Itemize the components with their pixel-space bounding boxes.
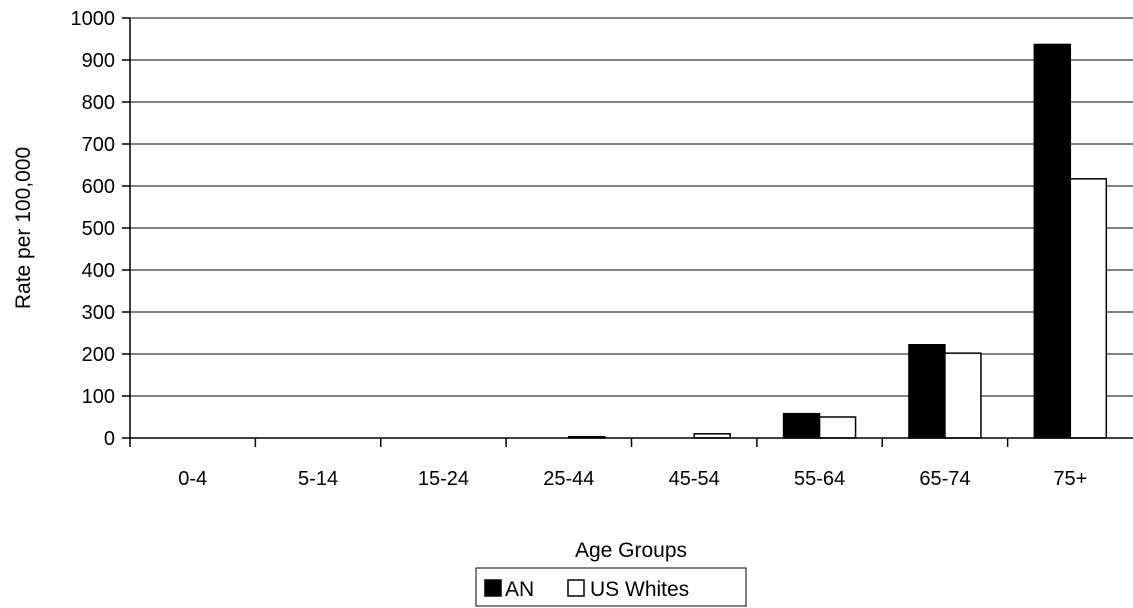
- y-axis-title: Rate per 100,000: [12, 147, 35, 309]
- x-tick-label: 75+: [1053, 468, 1087, 490]
- legend-box: [475, 567, 747, 607]
- bar-an: [1033, 43, 1072, 439]
- legend-swatch-us-whites: [567, 579, 585, 597]
- bar-an: [908, 344, 946, 439]
- gridlines: [130, 17, 1133, 397]
- y-tick-label: 300: [82, 302, 115, 324]
- x-ticks: 0-4 5-14 15-24 25-44 45-54 55-64 65-74 75+: [129, 438, 1087, 490]
- x-tick-label: 0-4: [178, 468, 207, 490]
- legend-label-us-whites: US Whites: [590, 578, 689, 601]
- bar-us-whites: [944, 352, 982, 439]
- legend-swatch-an: [484, 579, 502, 597]
- x-tick-label: 25-44: [543, 468, 594, 490]
- bar-an: [782, 412, 821, 439]
- bar-us-whites: [818, 416, 857, 439]
- legend-label-an: AN: [505, 578, 534, 601]
- x-tick-label: 15-24: [418, 468, 469, 490]
- legend: AN US Whites: [475, 567, 747, 607]
- bar-us-whites: [1069, 178, 1108, 439]
- bars: [568, 43, 1108, 439]
- y-tick-label: 1000: [71, 8, 116, 30]
- y-tick-label: 700: [82, 134, 115, 156]
- y-tick-label: 500: [82, 218, 115, 240]
- y-tick-label: 900: [82, 50, 115, 72]
- y-tick-label: 100: [82, 386, 115, 408]
- y-tick-label: 200: [82, 344, 115, 366]
- x-axis-title: Age Groups: [575, 539, 687, 562]
- x-tick-label: 65-74: [919, 468, 970, 490]
- x-tick-label: 5-14: [298, 468, 338, 490]
- x-tick-label: 45-54: [669, 468, 720, 490]
- y-tick-label: 0: [104, 428, 115, 450]
- y-tick-label: 600: [82, 176, 115, 198]
- y-ticks: 0 100 200 300 400 500 600 700 800 900 1000: [71, 8, 130, 450]
- x-tick-label: 55-64: [794, 468, 845, 490]
- y-tick-label: 800: [82, 92, 115, 114]
- y-tick-label: 400: [82, 260, 115, 282]
